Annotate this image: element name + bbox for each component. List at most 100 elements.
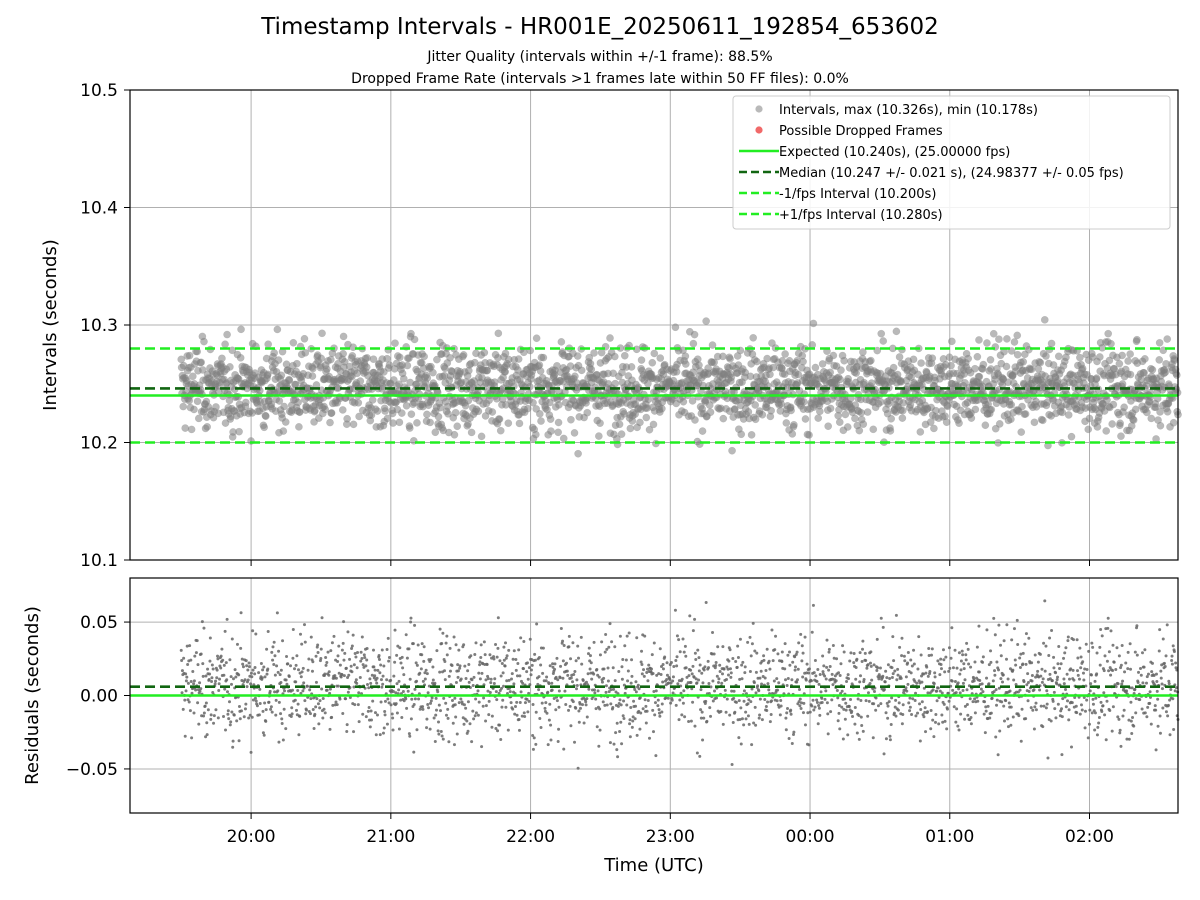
interval-point [1102,427,1111,435]
residual-point [947,699,951,703]
residual-point [962,662,966,666]
residual-point [675,655,679,659]
residual-point [961,653,965,657]
residual-point [330,641,334,645]
residual-point [319,656,323,660]
residual-point [813,705,817,709]
residual-point [731,721,735,725]
residual-point [688,614,692,618]
residual-point [720,681,724,685]
residual-point [1126,650,1130,654]
interval-point [816,407,824,416]
residual-point [223,629,227,633]
residual-point [355,666,359,670]
residual-point [522,711,526,715]
residual-point [669,701,673,705]
interval-point [843,423,852,431]
residual-point [561,659,565,663]
residual-point [585,697,589,701]
residual-point [885,676,889,680]
residual-point [382,726,386,730]
residual-point [829,710,833,714]
residual-point [199,652,203,656]
residual-point [1065,672,1069,676]
residual-point [275,664,279,668]
interval-point [682,360,690,368]
residual-point [377,654,381,658]
residual-point [775,677,779,681]
residual-point [407,647,411,651]
residual-point [754,691,758,695]
residual-point [918,739,922,743]
residual-point [382,664,386,668]
residual-point [871,736,875,740]
residual-point [634,680,638,684]
residual-point [714,663,718,667]
interval-point [805,431,813,439]
residual-point [183,734,187,738]
residual-point [375,713,379,717]
interval-point [681,352,690,361]
residual-point [898,645,902,649]
residual-point [728,667,732,671]
residual-point [412,702,416,706]
residual-point [379,700,383,704]
interval-point [334,359,342,368]
residual-point [415,728,419,732]
interval-point [327,355,335,364]
residual-point [715,674,719,678]
residual-point [386,636,390,640]
residual-point [836,719,840,723]
residual-point [798,697,802,701]
interval-point [554,428,562,437]
interval-point [886,427,895,435]
residual-point [1045,689,1049,693]
residual-point [400,655,404,659]
residual-point [618,698,622,702]
residual-point [598,653,602,657]
residual-point [228,723,232,727]
interval-point [995,420,1004,428]
residual-point [1047,653,1051,657]
interval-point [261,412,270,421]
residual-point [678,698,682,702]
residual-point [437,703,441,707]
residual-point [694,658,698,662]
residual-point [347,673,351,677]
residual-point [811,698,815,702]
residual-point [760,718,764,722]
residual-point [892,659,896,663]
residual-point [684,666,688,670]
interval-point [975,372,984,381]
interval-point [275,397,284,405]
interval-point [1115,359,1124,368]
residual-point [901,712,905,716]
residual-point [508,690,512,694]
interval-point [763,354,771,363]
residual-point [988,716,992,720]
residual-point [596,689,600,693]
residual-point [326,650,330,654]
residual-point [747,722,751,726]
residual-point [707,666,711,670]
residual-point [533,658,537,662]
residual-point [318,699,322,703]
residual-point [1058,667,1062,671]
residual-point [290,706,294,710]
interval-point [426,418,434,427]
residual-point [282,707,286,711]
residual-point [350,670,354,674]
residual-point [488,653,492,657]
residual-point [1067,718,1071,722]
residual-point [1078,646,1082,650]
residual-point [298,714,302,718]
residual-point [383,699,387,703]
residual-point [758,676,762,680]
interval-point [317,354,326,363]
residual-point [557,705,561,709]
residual-point [1052,655,1056,659]
interval-point [889,363,898,372]
residual-point [515,713,519,717]
interval-point [488,408,497,416]
residual-point [211,667,215,671]
